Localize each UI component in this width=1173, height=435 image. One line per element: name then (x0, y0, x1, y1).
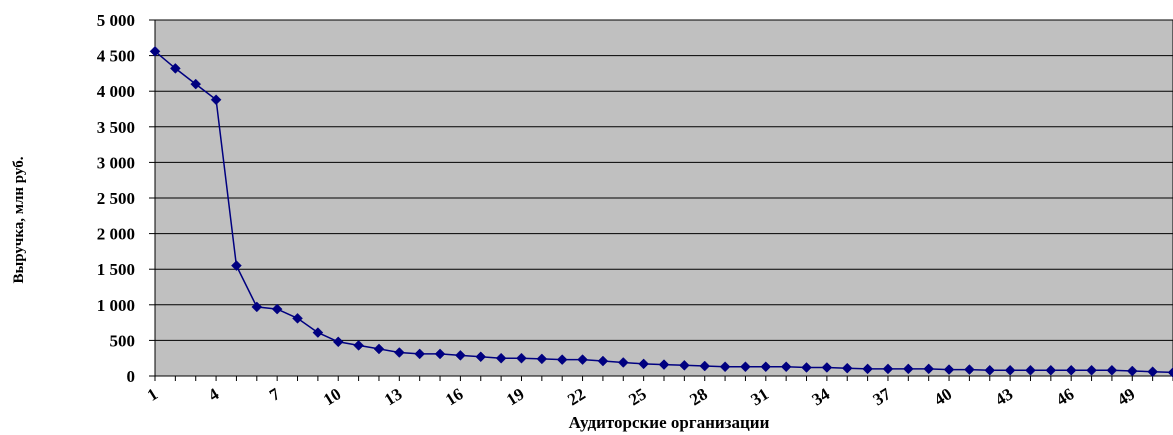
data-point (699, 360, 711, 372)
x-tick-label: 49 (1114, 384, 1138, 409)
x-tick-label: 37 (870, 384, 895, 409)
data-point (170, 63, 181, 74)
x-tick-label: 16 (442, 384, 466, 409)
data-point (190, 78, 202, 90)
data-point (1065, 364, 1077, 376)
y-tick-label: 2 500 (97, 189, 135, 208)
y-axis: 0 500 1 000 1 500 2 000 2 500 3 000 3 500 4 000 4… (97, 11, 155, 386)
data-point (964, 364, 975, 375)
x-tick-label: 1 (144, 384, 161, 405)
y-tick-label: 1 000 (97, 296, 135, 315)
x-tick-label: 4 (205, 384, 223, 405)
y-axis-title: Выручка, млн руб. (11, 156, 27, 283)
x-tick-label: 10 (320, 384, 344, 409)
data-point (475, 351, 487, 363)
data-point (882, 363, 894, 375)
data-point (393, 347, 405, 358)
x-tick-label: 19 (503, 384, 527, 409)
data-point (1106, 364, 1118, 376)
data-point (760, 361, 772, 373)
data-point (516, 352, 527, 364)
data-point (292, 312, 303, 324)
data-point (210, 94, 222, 106)
data-point (801, 362, 812, 373)
data-point (536, 353, 548, 365)
y-tick-label: 5 000 (97, 11, 135, 30)
data-point (841, 362, 853, 374)
data-point (719, 361, 731, 373)
data-point (353, 340, 364, 351)
y-tick-label: 0 (127, 367, 136, 386)
y-tick-label: 2 000 (97, 225, 135, 244)
data-point (923, 363, 935, 375)
gridlines (155, 55, 1173, 341)
x-axis: 1 4 7 10 13 16 19 22 25 28 31 34 37 40 43 46 49 (144, 376, 1173, 409)
data-point (658, 359, 670, 370)
data-point (231, 260, 242, 271)
data-point (1025, 364, 1036, 376)
data-point (434, 348, 446, 360)
data-point (984, 364, 996, 376)
x-tick-label: 43 (992, 384, 1016, 409)
data-point (149, 45, 161, 57)
data-point (597, 355, 609, 367)
data-point (617, 357, 629, 368)
data-point (1126, 365, 1138, 377)
x-tick-label: 28 (686, 384, 710, 409)
x-tick-label: 25 (625, 384, 649, 409)
data-point (332, 336, 344, 348)
x-tick-label: 31 (747, 384, 771, 409)
data-point (1147, 366, 1158, 378)
y-tick-label: 1 500 (97, 260, 135, 279)
x-tick-label: 22 (564, 384, 588, 409)
data-point (821, 362, 833, 373)
y-tick-label: 3 500 (97, 118, 135, 137)
y-tick-label: 500 (110, 331, 136, 350)
data-point (862, 363, 873, 375)
data-point (1086, 364, 1097, 376)
data-point (495, 352, 507, 364)
data-point (271, 303, 283, 315)
y-tick-label: 4 000 (97, 82, 135, 101)
x-tick-label: 7 (266, 384, 284, 405)
y-tick-label: 4 500 (97, 47, 135, 66)
data-point (556, 354, 568, 365)
x-tick-label: 46 (1053, 384, 1077, 409)
data-point (902, 363, 914, 375)
data-point (679, 359, 690, 371)
data-point (780, 361, 792, 373)
data-point (455, 349, 466, 361)
x-tick-label: 13 (381, 384, 405, 409)
x-axis-title: Аудиторские организации (569, 413, 770, 432)
data-point (312, 327, 324, 338)
data-point (943, 364, 955, 375)
data-point (740, 361, 751, 373)
x-tick-label: 40 (931, 384, 955, 409)
data-point (638, 358, 649, 370)
data-point (577, 354, 588, 365)
data-point (1167, 367, 1173, 378)
data-point (251, 301, 263, 313)
x-tick-label: 34 (809, 384, 834, 409)
data-point (373, 343, 385, 355)
series-group (149, 45, 1173, 378)
data-point (414, 348, 426, 360)
data-point (1045, 364, 1057, 376)
data-point (1004, 364, 1016, 376)
y-tick-label: 3 000 (97, 153, 135, 172)
